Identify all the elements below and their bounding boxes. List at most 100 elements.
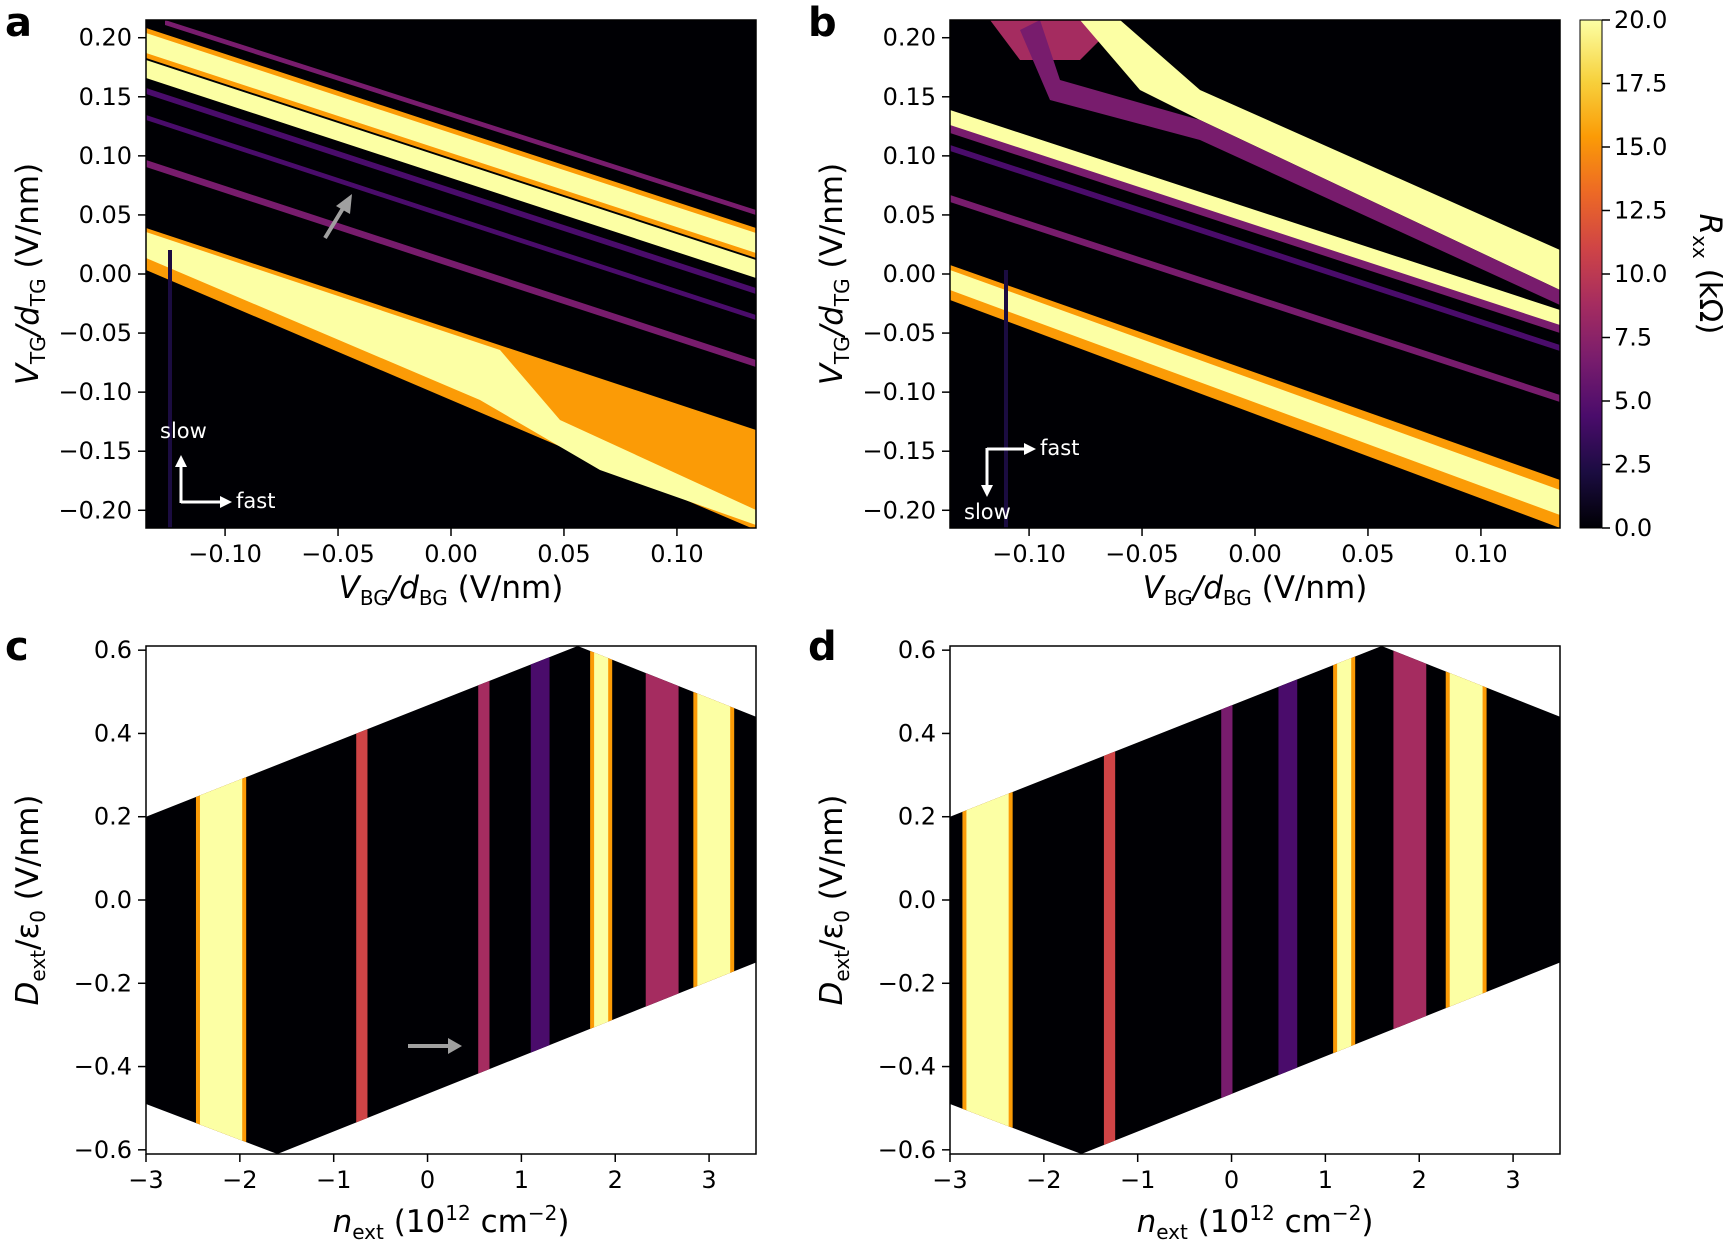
cbar-tick-label-0: 0.0 (1614, 514, 1652, 542)
stripe-c-3 (530, 646, 550, 1154)
gray-arrowhead-a (336, 194, 352, 214)
cbar-tick-label-2: 5.0 (1614, 387, 1652, 415)
panel-d: −3 −2 −1 0 1 2 3 −0.6 −0.4 −0.2 0.0 0.2 0.4 0.6 next … (814, 636, 1561, 1244)
xtick-label-b-4: 0.10 (1454, 540, 1507, 568)
ytick-label-c-5: 0.4 (94, 719, 132, 747)
stripe-d-0 (966, 646, 1009, 1154)
xtick-label-b-3: 0.05 (1341, 540, 1394, 568)
ytick-label-a-2: −0.10 (58, 378, 132, 406)
panel-letter-c: c (5, 624, 29, 670)
fast-arrowhead-a (220, 496, 232, 508)
heatmap-b-line-2 (950, 145, 1560, 351)
colorbar-gradient (1579, 19, 1603, 529)
heatmap-b-line-3 (950, 195, 1560, 402)
stripe-c-5 (645, 646, 679, 1154)
ytick-label-b-1: −0.15 (862, 437, 936, 465)
xlabel-b: VBG/dBG (V/nm) (1143, 570, 1368, 610)
ytick-label-a-1: −0.15 (58, 437, 132, 465)
ylabel-b: VTG/dTG (V/nm) (814, 163, 854, 385)
xtick-label-a-3: 0.05 (537, 540, 590, 568)
ytick-label-d-6: 0.6 (898, 636, 936, 664)
xtick-label-c-1: −2 (222, 1166, 257, 1194)
slow-label-b: slow (964, 500, 1011, 524)
heatmap-a-line-2 (146, 115, 756, 320)
panel-letter-b: b (808, 0, 837, 46)
colorbar: 0.0 2.5 5.0 7.5 10.0 12.5 15.0 17.5 20.0 Rxx (kΩ… (1579, 6, 1723, 542)
xtick-label-b-1: −0.05 (1105, 540, 1179, 568)
ytick-label-a-4: 0.00 (79, 260, 132, 288)
panel-a: slow fast −0.10 −0.05 0.00 0.05 0.10−0.20−0.… (10, 19, 757, 610)
cbar-tick-label-6: 15.0 (1614, 133, 1667, 161)
stripe-c-1 (356, 646, 368, 1154)
ytick-label-c-2: −0.2 (74, 969, 132, 997)
stripe-d-3 (1278, 646, 1298, 1154)
xtick-label-c-2: −1 (316, 1166, 351, 1194)
heatmap-a-band-main (146, 33, 756, 253)
ytick-label-d-5: 0.4 (898, 719, 936, 747)
xtick-label-a-2: 0.00 (424, 540, 477, 568)
colorbar-ticks: 0.0 2.5 5.0 7.5 10.0 12.5 15.0 17.5 20.0 (1602, 6, 1667, 542)
stripe-d-2 (1221, 646, 1233, 1154)
panel-letter-a: a (5, 0, 32, 46)
ytick-label-d-2: −0.2 (878, 969, 936, 997)
xtick-label-d-4: 1 (1318, 1166, 1333, 1194)
panel-b: fast slow −0.10 −0.05 0.00 0.05 0.10 −0.20 −0.… (814, 19, 1561, 610)
xtick-label-a-4: 0.10 (650, 540, 703, 568)
slow-arrowhead-a (175, 455, 187, 467)
ytick-label-b-6: 0.10 (883, 142, 936, 170)
xlabel-d: next (1012 cm−2) (1137, 1201, 1374, 1244)
ticks-c: −3 −2 −1 0 1 2 3 −0.6 −0.4 −0.2 0.0 0.2 0.4 0.6 (74, 636, 717, 1194)
xtick-label-d-0: −3 (932, 1166, 967, 1194)
xlabel-c: next (1012 cm−2) (333, 1201, 570, 1244)
ylabel-d: Dext/ε0 (V/nm) (814, 795, 854, 1006)
heatmap-b-band-main (1080, 20, 1560, 290)
fast-label-b: fast (1040, 436, 1079, 460)
heatmap-a-line-3 (146, 160, 756, 367)
cbar-tick-label-8: 20.0 (1614, 6, 1667, 34)
ytick-label-c-6: 0.6 (94, 636, 132, 664)
xtick-label-a-1: −0.05 (301, 540, 375, 568)
ticks-d: −3 −2 −1 0 1 2 3 −0.6 −0.4 −0.2 0.0 0.2 0.4 0.6 (878, 636, 1521, 1194)
heatmap-b-band-bottom (950, 270, 1560, 515)
cbar-tick-label-1: 2.5 (1614, 451, 1652, 479)
ytick-label-d-0: −0.6 (878, 1136, 936, 1164)
ytick-label-c-0: −0.6 (74, 1136, 132, 1164)
slow-arrowhead-b (981, 485, 993, 497)
stripe-c-4 (594, 646, 609, 1154)
ytick-label-b-3: −0.05 (862, 319, 936, 347)
heatmap-b-band-faint (1020, 20, 1560, 305)
stripe-d-6 (1449, 646, 1483, 1154)
panel-c: −3 −2 −1 0 1 2 3 −0.6 −0.4 −0.2 0.0 0.2 0.4 0.6 next … (10, 636, 757, 1244)
ytick-label-b-0: −0.20 (862, 496, 936, 524)
ytick-label-a-3: −0.05 (58, 319, 132, 347)
ytick-label-b-7: 0.15 (883, 83, 936, 111)
ytick-label-d-1: −0.4 (878, 1053, 936, 1081)
stripe-c-6 (697, 646, 731, 1154)
ytick-label-a-5: 0.05 (79, 201, 132, 229)
ytick-label-b-4: 0.00 (883, 260, 936, 288)
ytick-label-b-5: 0.05 (883, 201, 936, 229)
xtick-label-b-2: 0.00 (1228, 540, 1281, 568)
stripe-c-0 (199, 646, 243, 1154)
xtick-label-c-3: 0 (420, 1166, 435, 1194)
ticks-b: −0.10 −0.05 0.00 0.05 0.10 −0.20 −0.15 −0.10 −0.… (862, 24, 1507, 568)
colorbar-label: Rxx (kΩ) (1688, 214, 1723, 335)
ticks-a: −0.10 −0.05 0.00 0.05 0.10 −0.20 −0.15 −0.10 −0.… (58, 24, 703, 568)
xtick-label-b-0: −0.10 (992, 540, 1066, 568)
xlabel-a: VBG/dBG (V/nm) (339, 570, 564, 610)
ytick-label-c-1: −0.4 (74, 1053, 132, 1081)
cbar-tick-label-3: 7.5 (1614, 324, 1652, 352)
ytick-label-a-6: 0.10 (79, 142, 132, 170)
ylabel-a: VTG/dTG (V/nm) (10, 163, 50, 385)
xtick-label-c-0: −3 (128, 1166, 163, 1194)
ytick-label-a-8: 0.20 (79, 24, 132, 52)
xtick-label-c-4: 1 (514, 1166, 529, 1194)
xtick-label-d-2: −1 (1120, 1166, 1155, 1194)
fast-arrowhead-b (1024, 443, 1036, 455)
xtick-label-d-1: −2 (1026, 1166, 1061, 1194)
xtick-label-d-5: 2 (1412, 1166, 1427, 1194)
heatmap-b-line-1 (950, 125, 1560, 333)
ylabel-c: Dext/ε0 (V/nm) (10, 795, 50, 1006)
gray-arrowhead-c (448, 1038, 462, 1054)
